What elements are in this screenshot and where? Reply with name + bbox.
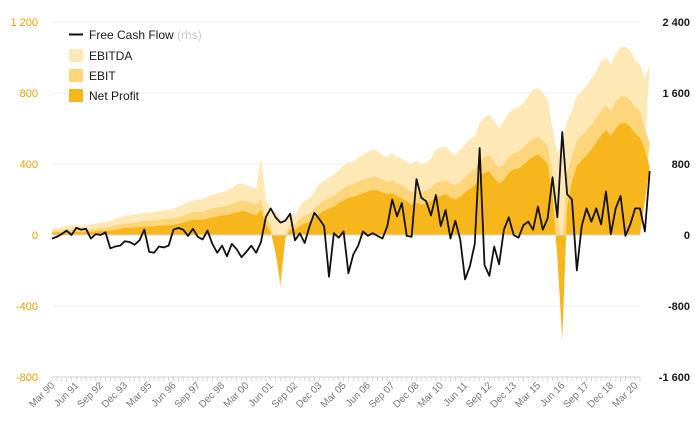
legend: Free Cash Flow (rhs) EBITDA EBIT Net Pro… [69, 28, 202, 103]
legend-label-net-profit: Net Profit [89, 89, 140, 103]
legend-item-free-cash-flow: Free Cash Flow (rhs) [69, 28, 202, 42]
right-tick-label: -800 [668, 301, 690, 313]
line-series [51, 131, 651, 281]
left-tick-label: 0 [32, 230, 38, 242]
x-tick-label: Mar 00 [222, 380, 252, 410]
x-tick-label: Mar 95 [125, 380, 155, 410]
x-tick-label: Mar 90 [27, 380, 57, 410]
right-tick-label: 800 [672, 159, 690, 171]
legend-label-rhs: (rhs) [177, 28, 202, 42]
area-series [52, 46, 650, 340]
svg-text:Free Cash Flow (rhs): Free Cash Flow (rhs) [89, 28, 202, 42]
x-tick-label: Dec 98 [197, 380, 227, 410]
x-tick-label: Sep 12 [464, 380, 494, 410]
left-tick-label: 800 [20, 88, 38, 100]
x-tick-label: Mar 10 [416, 380, 446, 410]
legend-label-ebit: EBIT [89, 69, 116, 83]
x-tick-label: Dec 93 [100, 380, 130, 410]
area-net-profit [52, 123, 650, 340]
x-tick-label: Mar 05 [319, 380, 349, 410]
x-tick-label: Dec 08 [391, 380, 421, 410]
left-tick-label: 400 [20, 159, 38, 171]
x-tick-label: Sep 97 [173, 380, 203, 410]
x-tick-label: Dec 13 [489, 380, 519, 410]
x-tick-label: Sep 17 [561, 380, 591, 410]
legend-swatch-ebit [69, 69, 83, 82]
left-axis: -800 -400 0 400 800 1 200 [10, 17, 38, 384]
legend-swatch-ebitda [69, 49, 83, 62]
x-tick-label: Dec 03 [294, 380, 324, 410]
right-tick-label: 0 [684, 230, 690, 242]
legend-item-net-profit: Net Profit [69, 89, 140, 103]
x-tick-label: Sep 92 [76, 380, 106, 410]
x-tick-label: Mar 15 [513, 380, 543, 410]
x-tick-label: Mar 20 [610, 380, 640, 410]
right-tick-label: 1 600 [662, 88, 690, 100]
left-tick-label: -800 [16, 372, 38, 384]
legend-item-ebit: EBIT [69, 69, 116, 83]
right-axis: -1 600 -800 0 800 1 600 2 400 [659, 17, 690, 384]
left-tick-label: -400 [16, 301, 38, 313]
left-tick-label: 1 200 [10, 17, 38, 29]
area-ebit [52, 96, 650, 289]
legend-swatch-net-profit [69, 89, 83, 102]
right-tick-label: 2 400 [662, 17, 690, 29]
line-free-cash-flow [51, 131, 651, 281]
x-tick-label: Sep 07 [367, 380, 397, 410]
legend-item-ebitda: EBITDA [69, 49, 132, 63]
x-tick-label: Dec 18 [586, 380, 616, 410]
legend-label-ebitda: EBITDA [89, 49, 132, 63]
right-tick-label: -1 600 [659, 372, 690, 384]
legend-label-free-cash-flow: Free Cash Flow [89, 28, 174, 42]
x-tick-label: Sep 02 [270, 380, 300, 410]
